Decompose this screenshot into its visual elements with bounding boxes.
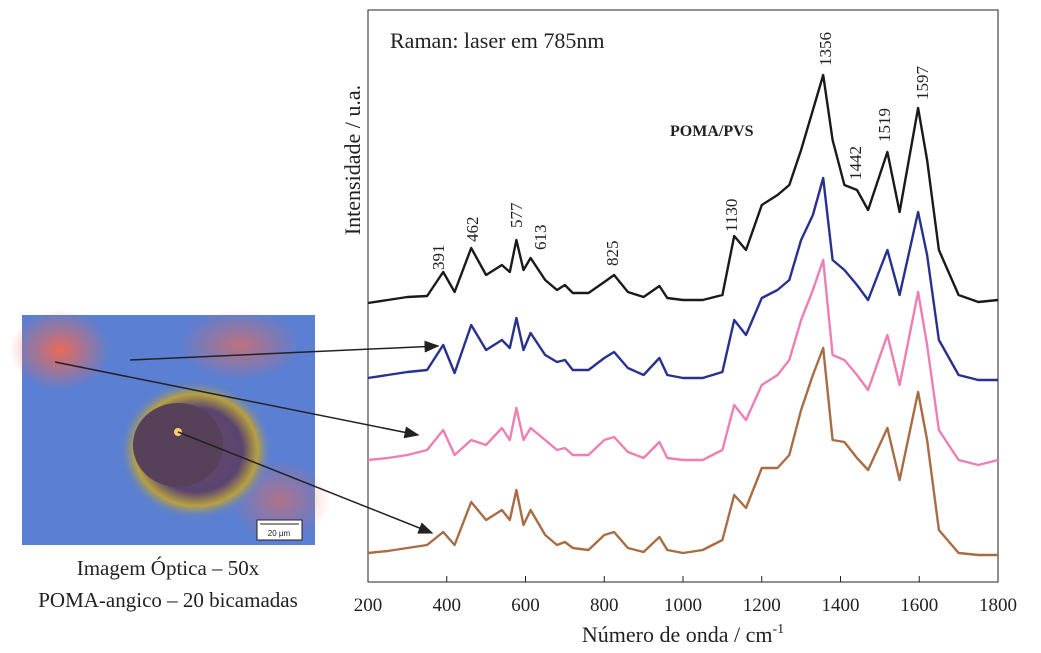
caption: POMA-angico – 20 bicamadas	[38, 588, 298, 612]
sample-label: POMA/PVS	[670, 123, 754, 140]
scale-bar-label: 20 µm	[268, 529, 291, 538]
peak-label: 1356	[816, 32, 835, 66]
peak-label: 1519	[875, 108, 894, 142]
peak-label: 613	[531, 225, 550, 251]
x-tick-label: 400	[433, 595, 462, 616]
x-tick-label: 1000	[664, 595, 702, 616]
optical-image: 20 µm	[10, 310, 330, 545]
x-tick-label: 800	[590, 595, 619, 616]
chart-title: Raman: laser em 785nm	[390, 28, 604, 53]
x-tick-label: 200	[354, 595, 383, 616]
x-tick-label: 1400	[822, 595, 860, 616]
arrows	[54, 340, 440, 534]
x-tick-label: 1200	[743, 595, 781, 616]
peak-label: 1442	[846, 146, 865, 180]
peak-label: 462	[463, 217, 482, 243]
x-axis-label-text: Número de onda / cm	[582, 622, 773, 647]
x-tick-label: 1800	[979, 595, 1017, 616]
plot-frame	[367, 9, 999, 583]
spectrum-line	[367, 258, 999, 467]
peak-label: 1597	[913, 66, 932, 101]
caption: Imagem Óptica – 50x	[77, 556, 260, 580]
spectrum-line	[367, 176, 998, 382]
peak-label: 825	[603, 241, 622, 267]
spectrum-line	[367, 73, 999, 305]
x-axis-label-sup: -1	[772, 622, 784, 637]
y-axis-label: Intensidade / u.a.	[340, 85, 365, 235]
peak-label: 391	[429, 245, 448, 271]
x-tick-label: 600	[511, 595, 540, 616]
x-axis-label: Número de onda / cm-1	[582, 622, 784, 647]
spectrum-line	[367, 346, 998, 557]
peak-label: 577	[507, 202, 526, 228]
x-tick-label: 1600	[900, 595, 938, 616]
peak-label: 1130	[722, 199, 741, 232]
